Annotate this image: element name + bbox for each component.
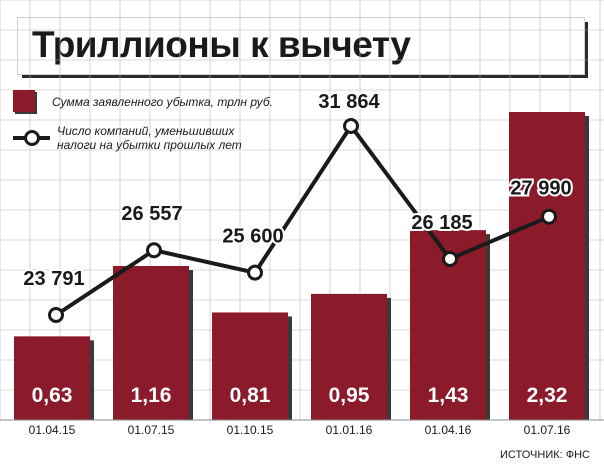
series-line <box>54 124 550 317</box>
x-tick-label: 01.07.16 <box>524 423 571 437</box>
x-axis-band <box>0 420 604 446</box>
line-value-label: 26 185 <box>411 212 472 234</box>
line-point <box>48 307 64 323</box>
bar-value-label: 2,32 <box>527 384 568 407</box>
line-point <box>146 242 162 259</box>
chart-title: Триллионы к вычету <box>32 24 411 65</box>
line-point <box>343 118 359 134</box>
line-point <box>541 208 557 225</box>
line-value-label: 27 990 <box>510 178 571 200</box>
bar <box>212 312 288 420</box>
legend-line-label: Число компаний, уменьшивших <box>57 124 235 138</box>
x-tick-label: 01.07.15 <box>128 423 175 437</box>
line-value-label: 31 864 <box>318 91 380 113</box>
bar-value-label: 0,63 <box>32 384 73 407</box>
x-tick-label: 01.01.16 <box>326 423 373 437</box>
bar-value-label: 0,81 <box>230 384 271 407</box>
bar <box>113 266 189 420</box>
bar <box>14 336 90 420</box>
x-tick-label: 01.04.15 <box>29 423 76 437</box>
line-point <box>247 264 263 281</box>
chart-title-box: Триллионы к вычету <box>17 17 585 75</box>
bar <box>311 293 387 420</box>
legend-bar-label: Сумма заявленного убытка, трлн руб. <box>52 95 273 109</box>
line-value-label: 25 600 <box>222 226 283 248</box>
bar-value-label: 1,43 <box>428 384 469 407</box>
bar <box>509 112 585 420</box>
x-tick-label: 01.10.15 <box>227 423 274 437</box>
source-note: ИСТОЧНИК: ФНС <box>500 449 590 461</box>
x-tick-label: 01.04.16 <box>425 423 472 437</box>
legend-line-label: налоги на убытки прошлых лет <box>57 138 242 152</box>
bar-value-label: 0,95 <box>329 384 370 407</box>
bar-value-label: 1,16 <box>131 384 172 407</box>
legend-line-marker <box>24 130 40 146</box>
line-value-label: 26 557 <box>121 203 182 225</box>
line-value-label: 23 791 <box>23 268 84 290</box>
line-point <box>442 250 458 267</box>
legend-bar-swatch <box>13 90 35 112</box>
